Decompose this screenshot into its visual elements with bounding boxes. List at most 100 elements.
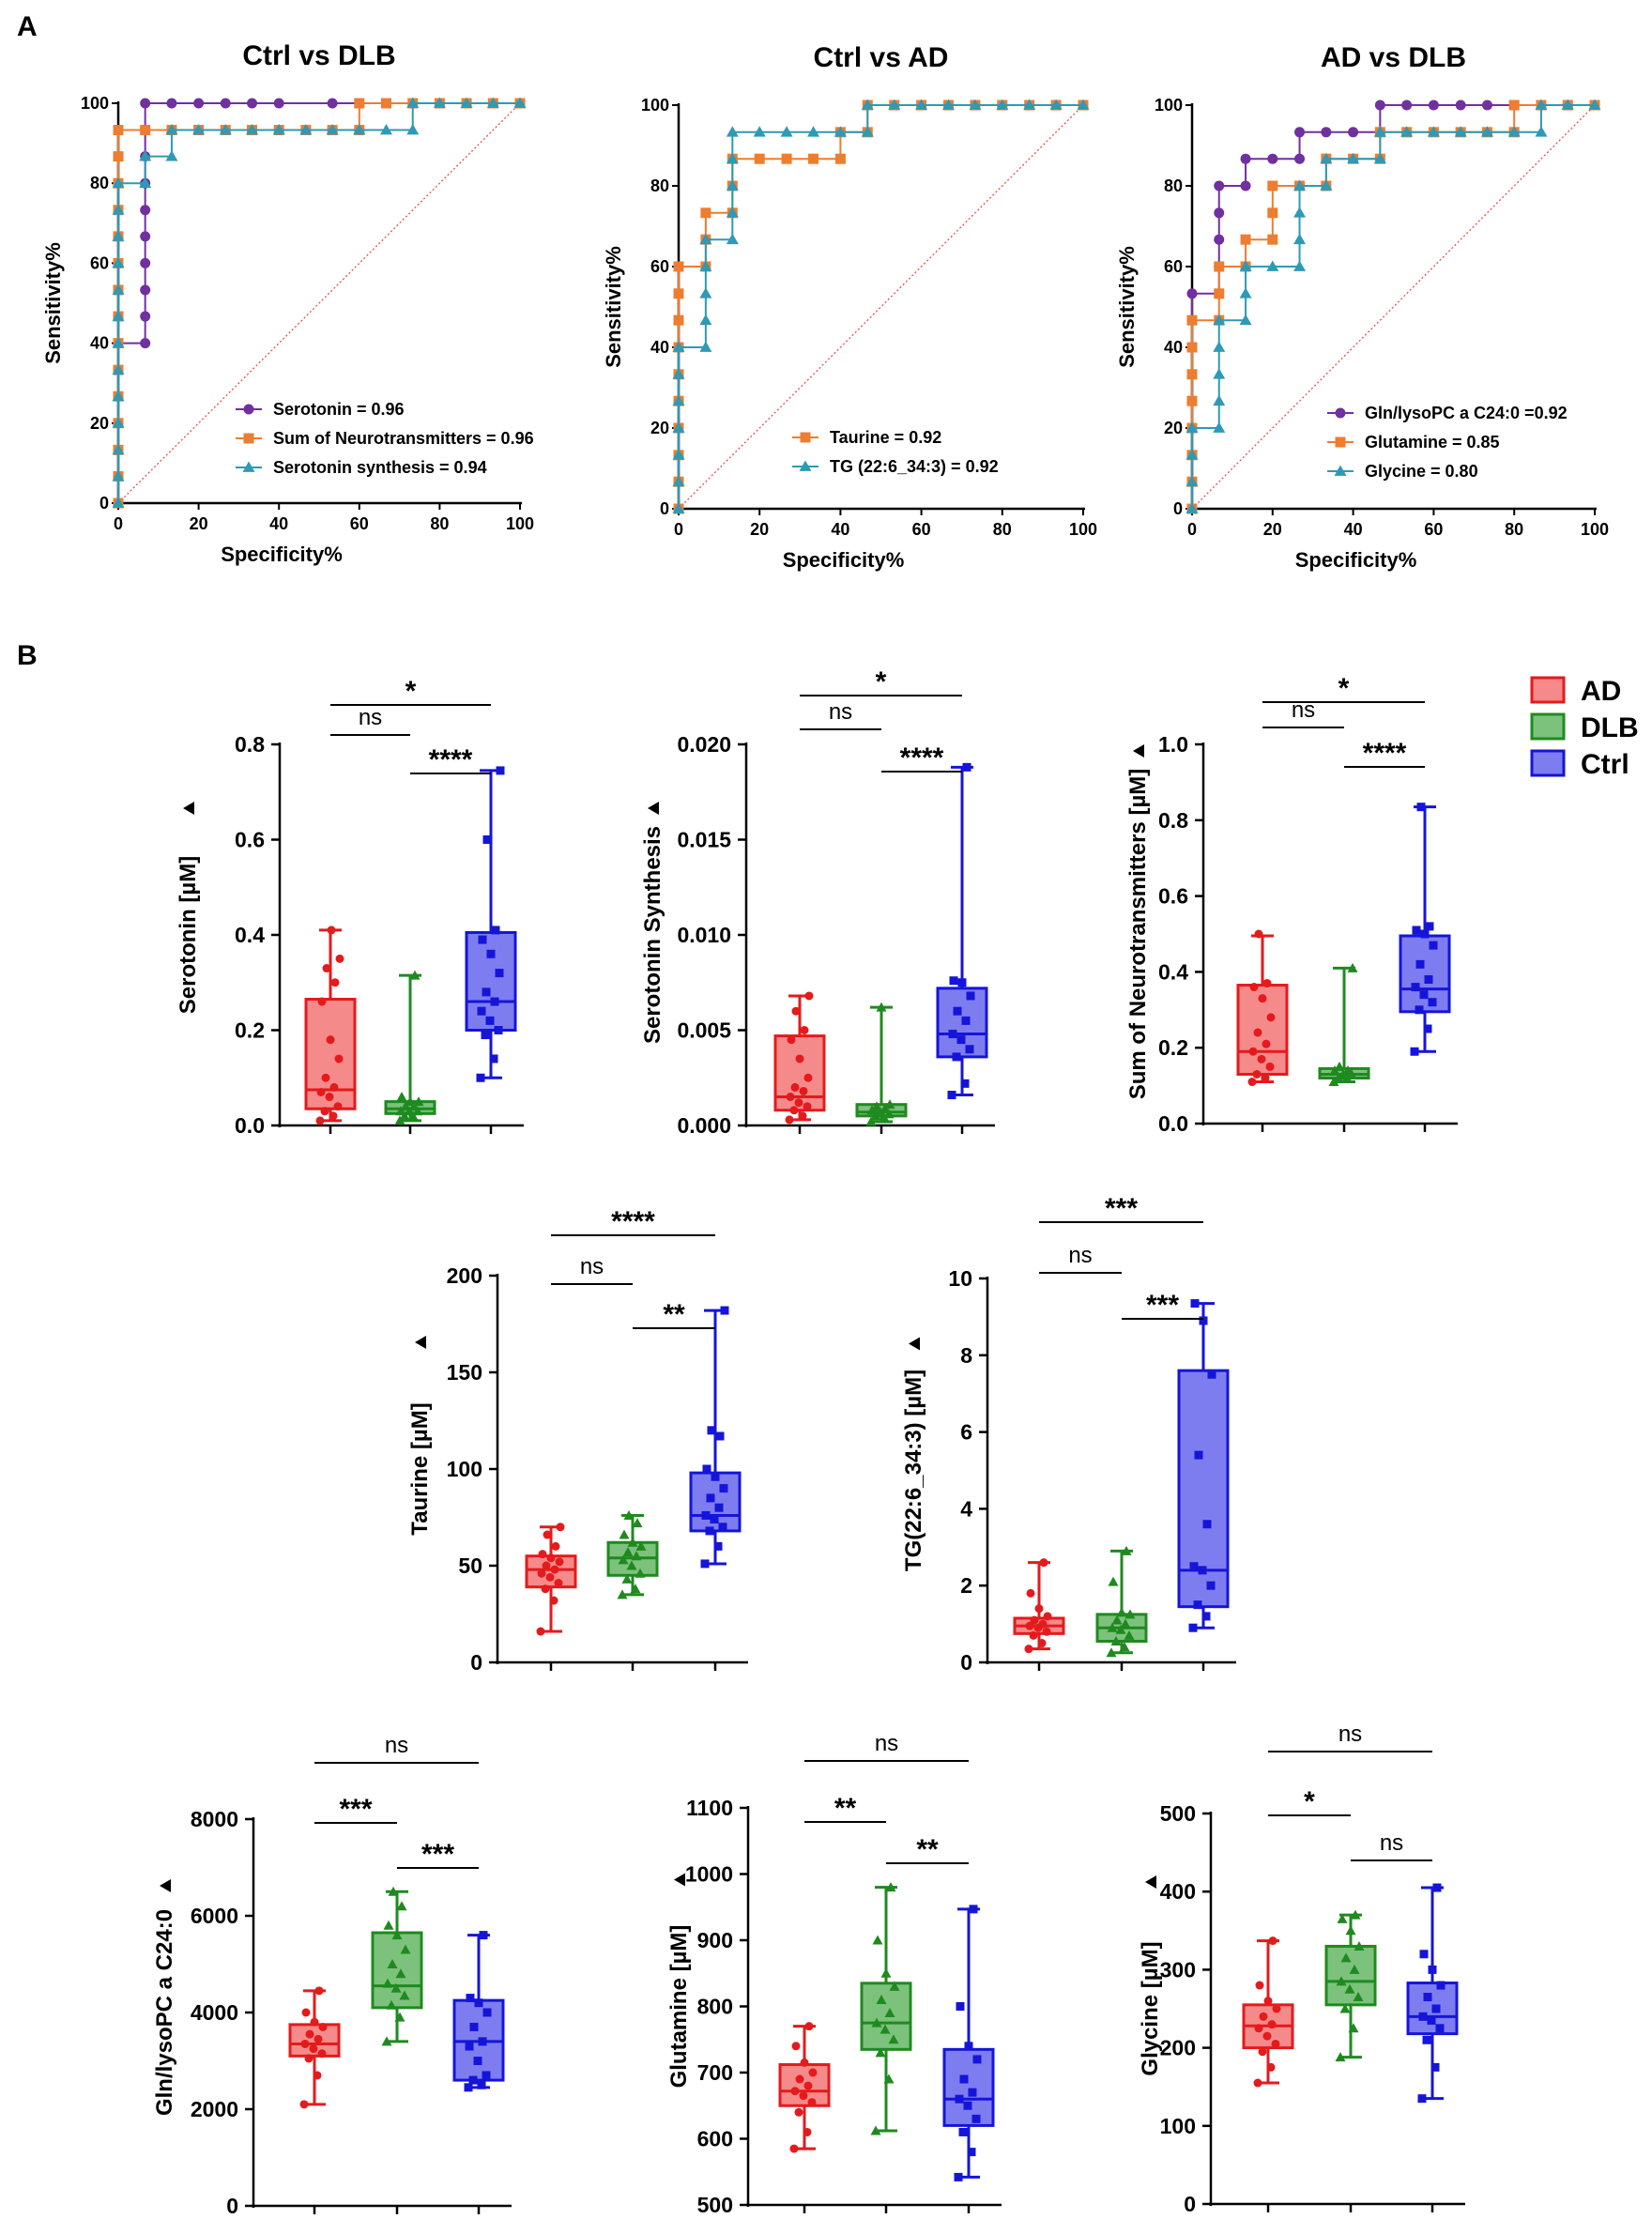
data-point <box>464 2083 473 2092</box>
data-point <box>879 1112 890 1123</box>
box-dlb <box>1095 1545 1148 1658</box>
data-point <box>321 1073 330 1082</box>
data-point <box>322 964 331 973</box>
data-point <box>388 1886 399 1896</box>
x-tick-label: 40 <box>1344 520 1363 539</box>
roc-point <box>140 284 151 296</box>
roc-point <box>1186 288 1198 299</box>
y-axis-title: TG(22:6_34:3) [µM] <box>901 1370 926 1571</box>
data-point <box>1039 1558 1048 1568</box>
axis-marker-icon <box>1145 1875 1156 1889</box>
box-dlb <box>1324 1909 1377 2062</box>
data-point <box>551 1541 560 1551</box>
roc-point <box>1535 126 1548 137</box>
group-legend: AD DLB Ctrl <box>1530 676 1639 780</box>
roc-point <box>1321 127 1332 138</box>
data-point <box>1124 1630 1135 1640</box>
significance-label: ns <box>1380 1830 1403 1856</box>
data-point <box>1345 1925 1356 1936</box>
panel-label-a: A <box>17 11 38 42</box>
roc-point <box>672 394 685 406</box>
data-point <box>1207 1370 1216 1379</box>
box-dlb <box>1318 962 1370 1087</box>
data-point <box>469 2022 479 2031</box>
data-point <box>1262 2031 1272 2041</box>
data-point <box>543 1530 552 1539</box>
roc-point <box>406 124 420 135</box>
roc-point <box>140 338 151 349</box>
y-tick-label: 600 <box>697 2127 733 2151</box>
data-point <box>791 2042 801 2051</box>
data-point <box>1253 2078 1262 2088</box>
roc-point <box>1294 153 1306 164</box>
data-point <box>387 1959 398 1968</box>
data-point <box>1115 1624 1126 1634</box>
legend-label: Sum of Neurotransmitters = 0.96 <box>273 429 534 448</box>
data-point <box>630 1584 641 1594</box>
data-point <box>964 2042 973 2051</box>
data-point <box>1335 2052 1346 2062</box>
roc-point <box>112 443 125 455</box>
data-point <box>870 1110 881 1121</box>
data-point <box>798 1111 807 1121</box>
data-point <box>1415 959 1425 969</box>
legend-marker <box>1335 407 1346 419</box>
roc-point <box>1267 207 1278 219</box>
data-point <box>400 1101 411 1111</box>
roc-point <box>1293 233 1307 245</box>
data-point <box>1268 1936 1277 1946</box>
data-point <box>399 1110 410 1121</box>
roc-point <box>112 363 125 375</box>
reference-diagonal <box>678 104 1084 510</box>
data-point <box>299 2100 309 2109</box>
roc-point <box>1293 207 1307 218</box>
roc-point <box>1023 99 1036 110</box>
data-point <box>395 1106 406 1116</box>
data-point <box>1263 1997 1273 2006</box>
data-point <box>963 2101 972 2110</box>
y-axis-title: Serotonin Synthesis <box>640 826 665 1044</box>
roc-point <box>219 124 232 135</box>
roc-point <box>113 125 124 136</box>
data-point <box>1262 979 1272 988</box>
data-point <box>396 1901 407 1911</box>
x-tick-label: 100 <box>506 514 534 533</box>
data-point <box>1329 1064 1340 1075</box>
x-tick-label: 40 <box>269 514 288 533</box>
data-point <box>1254 2024 1263 2033</box>
y-axis-title: Glycine [µM] <box>1138 1941 1163 2075</box>
roc-point <box>1267 180 1278 191</box>
data-point <box>409 970 421 980</box>
roc-point <box>112 256 125 268</box>
data-point <box>536 1627 545 1636</box>
data-point <box>1252 1069 1262 1079</box>
x-tick-label: 100 <box>1581 520 1609 539</box>
roc-point <box>193 98 205 109</box>
y-axis-title: Gln/lysoPC a C24:0 <box>152 1909 177 2116</box>
data-point <box>1340 1952 1352 1963</box>
data-point <box>876 1002 887 1012</box>
y-tick-label: 20 <box>90 414 109 433</box>
y-tick-label: 500 <box>1160 1801 1196 1826</box>
data-point <box>556 1523 565 1532</box>
y-tick-label: 0 <box>470 1650 482 1675</box>
data-point <box>1342 1064 1354 1075</box>
data-point <box>537 1569 546 1578</box>
data-point <box>789 2144 799 2153</box>
data-point <box>477 2080 486 2089</box>
data-point <box>1037 1639 1047 1648</box>
data-point <box>808 2068 818 2077</box>
data-point <box>969 1905 978 1914</box>
y-axis-title: Sensitivity% <box>1115 246 1139 368</box>
data-point <box>1199 1316 1208 1325</box>
roc-point <box>1267 153 1278 164</box>
data-point <box>1427 2015 1436 2025</box>
roc-point <box>1454 126 1467 137</box>
data-point <box>1254 929 1263 939</box>
y-axis-title: Serotonin [µM] <box>176 856 201 1014</box>
roc-point <box>699 287 712 298</box>
roc-point <box>1401 99 1413 111</box>
data-point <box>1198 1566 1207 1575</box>
box-ad <box>1236 929 1289 1087</box>
data-point <box>1354 1940 1365 1951</box>
